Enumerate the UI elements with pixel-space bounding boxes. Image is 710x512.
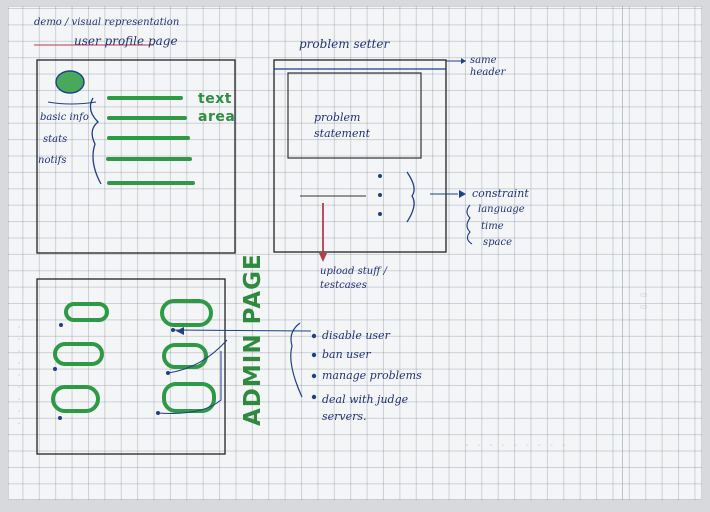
user-card (53, 342, 104, 366)
avatar-connector (47, 101, 97, 105)
bullet-icon (311, 333, 317, 339)
bullet-icon (311, 352, 317, 358)
problem-statement-box (287, 72, 422, 159)
sidebar-item-stats: stats (43, 134, 68, 145)
problem-card (162, 382, 216, 413)
constraint-list-brace (466, 204, 473, 245)
admin-actions-brace (290, 322, 303, 398)
text-area-label: text area (198, 91, 236, 125)
sidebar-brace (89, 97, 102, 185)
faded-pencil-mark: - - - - - - - - - (464, 440, 567, 451)
admin-action-disable-user: disable user (322, 329, 390, 342)
marker-icon (59, 323, 63, 327)
user-profile-title: user profile page (74, 34, 178, 48)
problem-setter-title: problem setter (299, 37, 390, 51)
admin-action-manage-problems: manage problems (322, 369, 422, 382)
admin-action-link (157, 351, 222, 414)
problem-setter-frame (273, 59, 447, 253)
bullet-icon (378, 193, 382, 197)
constraint-space: space (483, 237, 513, 248)
bullet-icon (378, 174, 382, 178)
admin-page-label: ADMIN PAGE (240, 253, 266, 426)
constraint-language: language (478, 204, 525, 215)
admin-action-ban-user: ban user (322, 348, 371, 361)
bullet-icon (311, 373, 317, 379)
arrow-head-icon (319, 253, 327, 262)
page-title: demo / visual representation (34, 17, 180, 28)
problem-statement-label: problem statement (314, 111, 370, 140)
arrow-head-icon (461, 58, 466, 64)
user-card (64, 302, 109, 322)
bullet-icon (311, 394, 317, 400)
same-header-label: same header (470, 55, 506, 78)
sketch-paper: · · · · · · · · · · · · · · · · - - - - … (8, 6, 702, 500)
bullet-icon (378, 212, 382, 216)
user-card (51, 385, 100, 413)
page-margin-line (622, 6, 623, 500)
admin-action-judge-servers: deal with judge servers. (322, 393, 409, 423)
problem-card (162, 343, 208, 369)
user-profile-frame (36, 59, 236, 254)
avatar-icon (55, 70, 85, 94)
arrow-head-icon (459, 190, 466, 198)
admin-action-link (167, 339, 228, 374)
constraint-label: constraint (472, 187, 529, 200)
upload-label: upload stuff / testcases (320, 266, 387, 291)
marker-icon (53, 367, 57, 371)
arrow-head-icon (176, 327, 184, 335)
constraint-time: time (481, 221, 504, 232)
constraint-brace (406, 171, 415, 223)
admin-action-link (172, 329, 312, 332)
admin-page-frame (36, 278, 226, 455)
sidebar-item-notifs: notifs (38, 155, 67, 166)
sidebar-item-basic-info: basic info (40, 112, 89, 123)
problem-card (160, 299, 213, 327)
marker-icon (58, 416, 62, 420)
